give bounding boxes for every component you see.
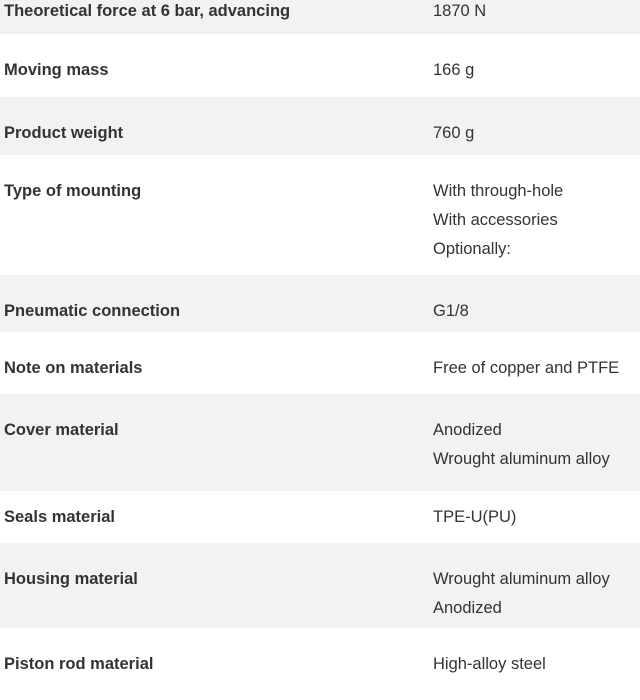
row-value: G1/8 (433, 297, 640, 332)
value-line: With accessories (433, 211, 558, 229)
value-line: G1/8 (433, 302, 469, 320)
row-label: Piston rod material (4, 655, 154, 673)
value-line: TPE-U(PU) (433, 508, 517, 526)
value-line: Optionally: (433, 240, 511, 258)
table-row: Piston rod material High-alloy steel (0, 628, 640, 700)
value-line: 760 g (433, 124, 475, 142)
table-row: Pneumatic connection G1/8 (0, 275, 640, 332)
value-line: 166 g (433, 61, 475, 79)
row-label: Moving mass (4, 61, 109, 79)
row-label: Product weight (4, 124, 124, 142)
row-value: 166 g (433, 56, 640, 97)
row-label: Pneumatic connection (4, 302, 181, 320)
row-value: 760 g (433, 119, 640, 155)
row-value: Free of copper and PTFE (433, 354, 640, 394)
row-label: Type of mounting (4, 182, 142, 200)
row-label: Theoretical force at 6 bar, advancing (4, 2, 291, 20)
table-row: Product weight 760 g (0, 97, 640, 155)
value-line: High-alloy steel (433, 655, 546, 673)
value-line: Free of copper and PTFE (433, 359, 620, 377)
row-value: With through-hole With accessories Optio… (433, 177, 640, 275)
table-row: Note on materials Free of copper and PTF… (0, 332, 640, 394)
row-value: Wrought aluminum alloy Anodized (433, 565, 640, 628)
value-line: Wrought aluminum alloy (433, 450, 610, 468)
row-label: Seals material (4, 508, 115, 526)
row-value: Anodized Wrought aluminum alloy (433, 416, 640, 491)
table-row: Housing material Wrought aluminum alloy … (0, 543, 640, 628)
value-line: Anodized (433, 421, 502, 439)
row-label: Housing material (4, 570, 138, 588)
value-line: With through-hole (433, 182, 564, 200)
row-value: 1870 N (433, 0, 640, 34)
row-value: High-alloy steel (433, 650, 640, 700)
table-row: Type of mounting With through-hole With … (0, 155, 640, 275)
row-label: Cover material (4, 421, 119, 439)
table-row: Moving mass 166 g (0, 34, 640, 97)
table-row: Cover material Anodized Wrought aluminum… (0, 394, 640, 491)
value-line: 1870 N (433, 2, 487, 20)
table-row: Seals material TPE-U(PU) (0, 491, 640, 543)
row-label: Note on materials (4, 359, 143, 377)
value-line: Anodized (433, 599, 502, 617)
row-value: TPE-U(PU) (433, 503, 640, 543)
table-row: Theoretical force at 6 bar, advancing 18… (0, 0, 640, 34)
value-line: Wrought aluminum alloy (433, 570, 610, 588)
